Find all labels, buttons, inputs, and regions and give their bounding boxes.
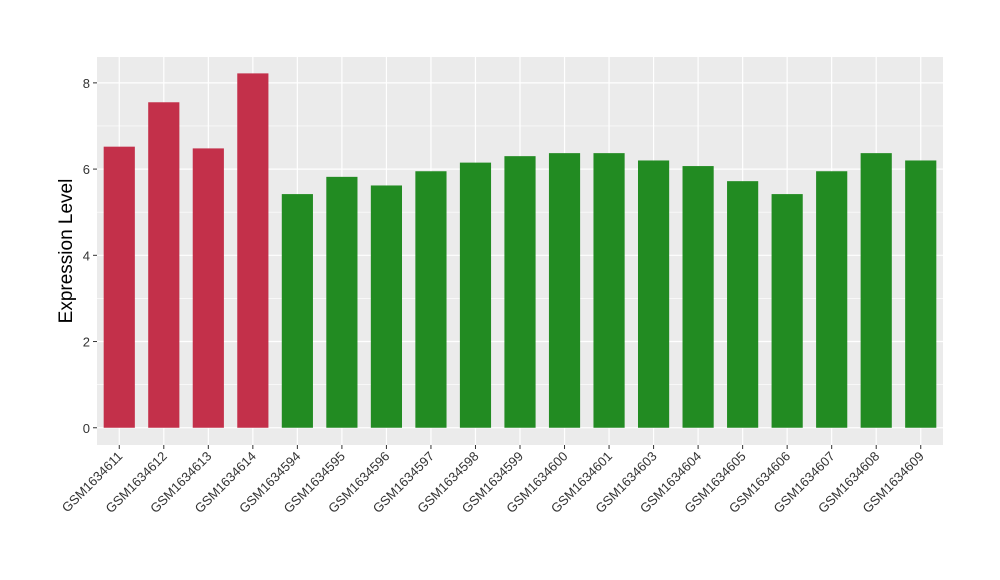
bar-GSM1634605 — [727, 181, 759, 428]
bar-GSM1634598 — [459, 162, 492, 428]
y-axis-label: Expression Level — [56, 179, 77, 324]
bar-GSM1634596 — [370, 185, 403, 428]
y-tick-label: 4 — [83, 248, 90, 263]
bar-GSM1634603 — [637, 160, 670, 428]
bar-GSM1634611 — [103, 146, 135, 428]
y-tick-label: 6 — [83, 162, 90, 177]
bar-GSM1634613 — [192, 148, 224, 428]
bar-GSM1634608 — [860, 153, 892, 428]
bars — [103, 73, 937, 428]
bar-GSM1634595 — [326, 176, 358, 428]
bar-GSM1634606 — [771, 194, 803, 428]
y-tick-label: 0 — [83, 421, 90, 436]
bar-GSM1634604 — [682, 166, 714, 428]
bar-GSM1634612 — [148, 102, 180, 428]
bar-GSM1634599 — [504, 156, 536, 428]
bar-GSM1634607 — [816, 171, 848, 428]
bar-GSM1634614 — [237, 73, 269, 428]
y-axis: 0 2 4 6 8 — [83, 76, 97, 436]
bar-GSM1634601 — [593, 153, 625, 428]
bar-GSM1634597 — [415, 171, 447, 428]
bar-GSM1634594 — [281, 194, 313, 428]
bar-GSM1634600 — [548, 153, 581, 428]
x-axis: GSM1634611GSM1634612GSM1634613GSM1634614… — [59, 445, 927, 516]
y-tick-label: 2 — [83, 335, 90, 350]
bar-GSM1634609 — [905, 160, 937, 428]
y-tick-label: 8 — [83, 76, 90, 91]
